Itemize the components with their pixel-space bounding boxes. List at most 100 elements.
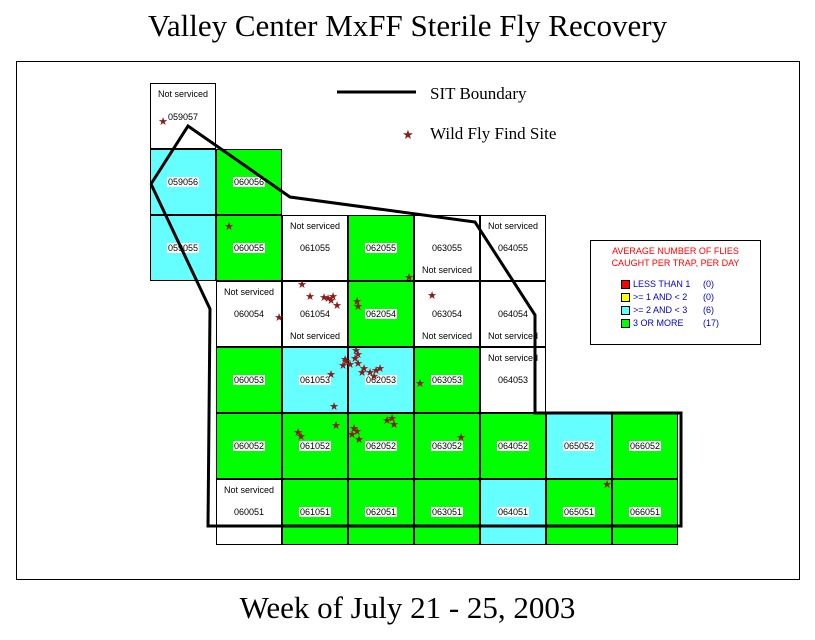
wild-fly-find-site: ★: [387, 412, 397, 425]
trap-cell-id: 063052: [430, 441, 464, 451]
trap-cell: 063053: [414, 347, 480, 413]
trap-cell-id: 063051: [430, 507, 464, 517]
trap-cell: 066051: [612, 479, 678, 545]
trap-cell-id: 059056: [166, 177, 200, 187]
trap-cell-id: 064051: [496, 507, 530, 517]
wild-fly-find-site: ★: [351, 344, 361, 357]
wild-fly-find-site: ★: [328, 290, 338, 303]
trap-cell: 061052: [282, 413, 348, 479]
wild-fly-find-site: ★: [326, 294, 336, 307]
trap-cell-id: 062055: [364, 243, 398, 253]
trap-cell-id: 062053: [364, 375, 398, 385]
trap-cell-id: 065052: [562, 441, 596, 451]
legend-swatch: [621, 280, 630, 289]
not-serviced-label: Not serviced: [223, 485, 275, 495]
legend-swatch: [621, 306, 630, 315]
map-subtitle: Week of July 21 - 25, 2003: [239, 590, 576, 625]
not-serviced-label: Not serviced: [421, 331, 473, 341]
wild-fly-find-site: ★: [345, 358, 355, 371]
trap-cell-id: 062054: [364, 309, 398, 319]
trap-cell: 065052: [546, 413, 612, 479]
wild-fly-find-site: ★: [375, 362, 385, 375]
not-serviced-label: Not serviced: [487, 221, 539, 231]
legend-item-label: LESS THAN 1: [633, 279, 691, 289]
trap-cell: 060051 Not serviced: [216, 479, 282, 545]
wild-fly-find-site: ★: [340, 353, 350, 366]
not-serviced-label: Not serviced: [157, 89, 209, 99]
map-title: Valley Center MxFF Sterile Fly Recovery: [147, 8, 668, 43]
wild-fly-find-site: ★: [352, 425, 362, 438]
trap-cell-id: 064053: [497, 375, 529, 385]
trap-cell-id: 060052: [232, 441, 266, 451]
trap-cell-id: 060055: [232, 243, 266, 253]
trap-cell-id: 066052: [628, 441, 662, 451]
not-serviced-label: Not serviced: [289, 331, 341, 341]
sit-boundary-line: [149, 123, 683, 528]
trap-cell: 061053: [282, 347, 348, 413]
wild-fly-find-site: ★: [224, 220, 234, 233]
trap-cell: 065051: [546, 479, 612, 545]
wild-fly-find-site: ★: [326, 368, 336, 381]
wild-fly-find-site: ★: [369, 370, 379, 383]
trap-cell-id: 065051: [562, 507, 596, 517]
trap-cell-id: 066051: [628, 507, 662, 517]
wild-fly-find-site: ★: [332, 299, 342, 312]
wild-fly-find-site: ★: [331, 419, 341, 432]
wild-fly-find-site: ★: [329, 400, 339, 413]
wild-fly-find-site: ★: [415, 377, 425, 390]
wild-fly-find-site: ★: [274, 311, 284, 324]
wild-fly-find-site: ★: [353, 357, 363, 370]
legend-item-label: >= 1 AND < 2: [633, 292, 688, 302]
trap-cell-id: 064054: [497, 309, 529, 319]
not-serviced-label: Not serviced: [289, 221, 341, 231]
trap-cell: 060054 Not serviced: [216, 281, 282, 347]
trap-cell-id: 064055: [497, 243, 529, 253]
trap-cell: 064051: [480, 479, 546, 545]
wild-fly-find-site: ★: [456, 431, 466, 444]
trap-cell: 062055: [348, 215, 414, 281]
trap-cell-id: 060056: [232, 177, 266, 187]
wild-fly-find-site: ★: [305, 290, 315, 303]
wild-fly-find-site: ★: [404, 271, 414, 284]
legend-item-label: >= 2 AND < 3: [633, 305, 688, 315]
wild-fly-find-site: ★: [341, 355, 351, 368]
legend-item-count: (0): [703, 279, 714, 289]
trap-cell-id: 060053: [232, 375, 266, 385]
wild-fly-find-site: ★: [365, 366, 375, 379]
trap-cell: 059057 Not serviced: [150, 83, 216, 149]
trap-cell: 061051: [282, 479, 348, 545]
legend-title-line1: AVERAGE NUMBER OF FLIES: [612, 246, 739, 256]
wild-fly-find-site: ★: [297, 278, 307, 291]
legend-item-count: (6): [703, 305, 714, 315]
trap-cell-id: 060051: [233, 507, 265, 517]
trap-cell-id: 063054: [431, 309, 463, 319]
legend-item-label: 3 OR MORE: [633, 318, 684, 328]
wild-fly-find-sites: ★★★★ ★★★★★ ★★★★★★★★★★★★★★★★★★★★★★★★★★★★★★★…: [158, 115, 612, 491]
trap-cell: 063051: [414, 479, 480, 545]
legend-swatch: [621, 293, 630, 302]
not-serviced-label: Not serviced: [487, 331, 539, 341]
trap-cell-id: 061055: [299, 243, 331, 253]
trap-cell: 061055 Not serviced: [282, 215, 348, 281]
trap-cell: 060055: [216, 215, 282, 281]
wild-fly-find-site: ★: [158, 115, 168, 128]
wild-fly-find-site: ★: [350, 352, 360, 365]
trap-cell: 062054: [348, 281, 414, 347]
trap-cell-id: 063053: [430, 375, 464, 385]
boundary-key-label: SIT Boundary: [430, 84, 527, 103]
wild-fly-find-site: ★: [347, 428, 357, 441]
not-serviced-label: Not serviced: [487, 353, 539, 363]
wild-fly-find-site: ★: [338, 359, 348, 372]
wild-fly-find-site: ★: [359, 362, 369, 375]
map-frame: [16, 61, 800, 580]
legend: AVERAGE NUMBER OF FLIES CAUGHT PER TRAP,…: [590, 240, 761, 345]
trap-cell: 063055 Not serviced: [414, 215, 480, 281]
find-key-label: Wild Fly Find Site: [430, 124, 557, 143]
trap-cell-id: 060054: [233, 309, 265, 319]
trap-cell: 062051: [348, 479, 414, 545]
find-key-star: ★: [402, 128, 414, 143]
wild-fly-find-site: ★: [353, 300, 363, 313]
trap-cell: 062053: [348, 347, 414, 413]
not-serviced-label: Not serviced: [223, 287, 275, 297]
